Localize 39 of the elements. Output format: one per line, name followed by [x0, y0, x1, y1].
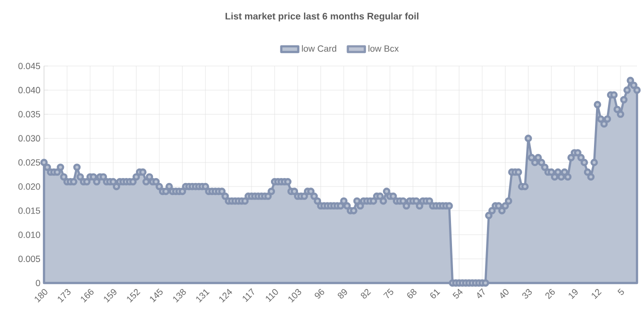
x-tick-label: 131 [196, 289, 210, 302]
x-tick-label: 12 [592, 289, 602, 299]
x-tick-label: 26 [545, 289, 555, 300]
x-tick-label: 68 [407, 289, 416, 298]
x-tick-label: 152 [127, 289, 140, 302]
x-tick-label: 145 [150, 288, 163, 302]
y-tick-label: 0.025 [18, 159, 40, 166]
x-tick-label: 33 [522, 289, 532, 299]
y-tick-label: 0.005 [18, 256, 40, 262]
x-tick-label: 47 [477, 288, 485, 298]
x-tick-label: 40 [500, 289, 509, 298]
y-tick-label: 0.020 [18, 183, 40, 190]
y-tick-label: 0.015 [18, 207, 40, 214]
x-tick-label: 110 [266, 289, 278, 302]
x-tick-label: 82 [360, 289, 371, 299]
y-tick-label: 0.035 [18, 111, 40, 118]
x-tick-label: 5 [618, 288, 624, 295]
x-tick-label: 138 [173, 289, 186, 302]
x-tick-label: 159 [104, 289, 116, 302]
x-tick-label: 75 [383, 288, 394, 298]
x-tick-label: 124 [219, 288, 232, 302]
x-tick-label: 173 [58, 289, 71, 302]
x-tick-label: 103 [288, 289, 302, 302]
chart-title: List market price last 6 months Regular foil [226, 12, 418, 22]
x-tick-label: 166 [80, 289, 94, 302]
x-tick-label: 117 [242, 288, 254, 302]
y-tick-label: 0 [36, 280, 40, 286]
y-tick-label: 0.045 [18, 62, 40, 70]
y-tick-label: 0.010 [18, 232, 40, 238]
x-tick-label: 61 [430, 289, 440, 298]
x-tick-label: 54 [452, 288, 463, 298]
y-tick-label: 0.030 [18, 135, 40, 142]
legend-label: low Bcx [368, 45, 399, 52]
x-tick-label: 89 [338, 289, 348, 299]
x-tick-label: 19 [568, 289, 578, 299]
y-tick-label: 0.040 [18, 86, 40, 94]
x-tick-label: 180 [34, 289, 48, 302]
x-tick-label: 96 [314, 289, 324, 299]
legend-label: low Card [302, 45, 336, 52]
